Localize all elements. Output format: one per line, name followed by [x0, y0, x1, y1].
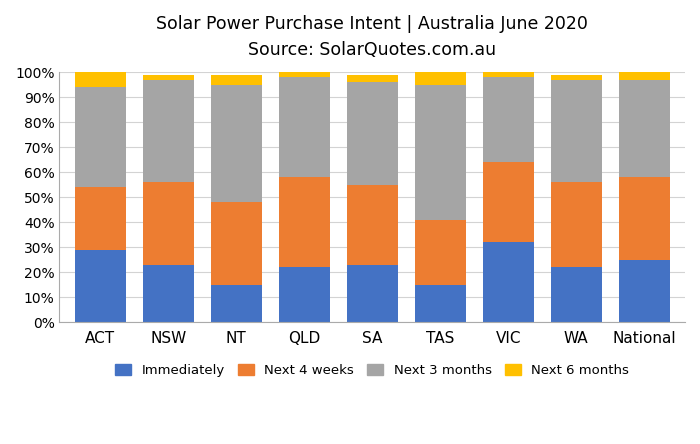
Bar	[346, 75, 398, 82]
Bar	[551, 75, 602, 79]
Bar	[211, 285, 262, 322]
Bar	[346, 265, 398, 322]
Bar	[483, 162, 533, 242]
Bar	[414, 220, 466, 285]
Bar	[483, 72, 533, 77]
Bar	[414, 72, 466, 84]
Bar	[346, 185, 398, 265]
Bar	[551, 182, 602, 267]
Bar	[279, 177, 330, 267]
Bar	[143, 265, 194, 322]
Title: Solar Power Purchase Intent | Australia June 2020
Source: SolarQuotes.com.au: Solar Power Purchase Intent | Australia …	[156, 15, 588, 59]
Bar	[619, 79, 670, 177]
Bar	[143, 75, 194, 79]
Bar	[211, 75, 262, 84]
Bar	[551, 79, 602, 182]
Bar	[483, 242, 533, 322]
Bar	[279, 77, 330, 177]
Bar	[346, 82, 398, 185]
Bar	[75, 72, 126, 87]
Bar	[551, 267, 602, 322]
Bar	[211, 84, 262, 202]
Bar	[619, 260, 670, 322]
Bar	[619, 72, 670, 79]
Bar	[483, 77, 533, 162]
Bar	[619, 177, 670, 260]
Bar	[414, 285, 466, 322]
Bar	[75, 250, 126, 322]
Bar	[75, 187, 126, 250]
Bar	[279, 267, 330, 322]
Bar	[75, 87, 126, 187]
Bar	[143, 182, 194, 265]
Legend: Immediately, Next 4 weeks, Next 3 months, Next 6 months: Immediately, Next 4 weeks, Next 3 months…	[110, 359, 634, 382]
Bar	[279, 72, 330, 77]
Bar	[211, 202, 262, 285]
Bar	[143, 79, 194, 182]
Bar	[414, 84, 466, 220]
